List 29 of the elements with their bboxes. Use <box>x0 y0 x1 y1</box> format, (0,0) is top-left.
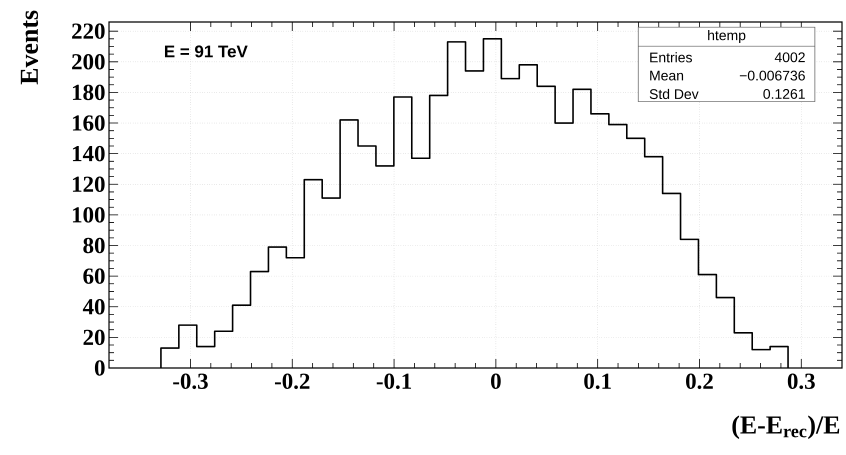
y-axis-title: Events <box>20 10 38 84</box>
annotation: Entries <box>650 52 692 62</box>
x-tick-label: -0.1 <box>376 373 412 390</box>
annotation: 4002 <box>774 52 805 62</box>
y-tick-label: 40 <box>82 299 105 314</box>
y-tick-label: 220 <box>72 23 105 39</box>
y-tick-label: 80 <box>83 238 105 254</box>
annotation: htemp <box>708 30 746 44</box>
x-tick-label: -0.3 <box>173 373 208 390</box>
x-tick-label: 0.3 <box>788 373 815 390</box>
x-tick-label: -0.2 <box>274 373 310 390</box>
y-tick-label: 140 <box>72 146 105 162</box>
x-axis-title: (E-E$_{rec}$)/E <box>732 416 840 439</box>
annotation: −0.006736 <box>740 70 805 81</box>
y-tick-label: 20 <box>84 330 105 346</box>
y-tick-label: 120 <box>72 176 105 192</box>
y-tick-label: 0 <box>94 360 105 376</box>
annotation: 0.1261 <box>763 89 805 99</box>
annotation: Mean <box>650 70 684 80</box>
annotation: E = 91 TeV <box>164 45 248 58</box>
y-tick-label: 200 <box>72 54 105 70</box>
y-tick-label: 180 <box>72 84 105 100</box>
y-tick-label: 100 <box>72 207 105 223</box>
annotation: Std Dev <box>650 88 699 100</box>
x-tick-label: 0.2 <box>686 373 713 390</box>
x-tick-label: 0.1 <box>584 373 611 390</box>
x-tick-label: 0 <box>491 373 501 389</box>
y-tick-label: 60 <box>83 268 105 284</box>
y-tick-label: 160 <box>72 115 105 131</box>
